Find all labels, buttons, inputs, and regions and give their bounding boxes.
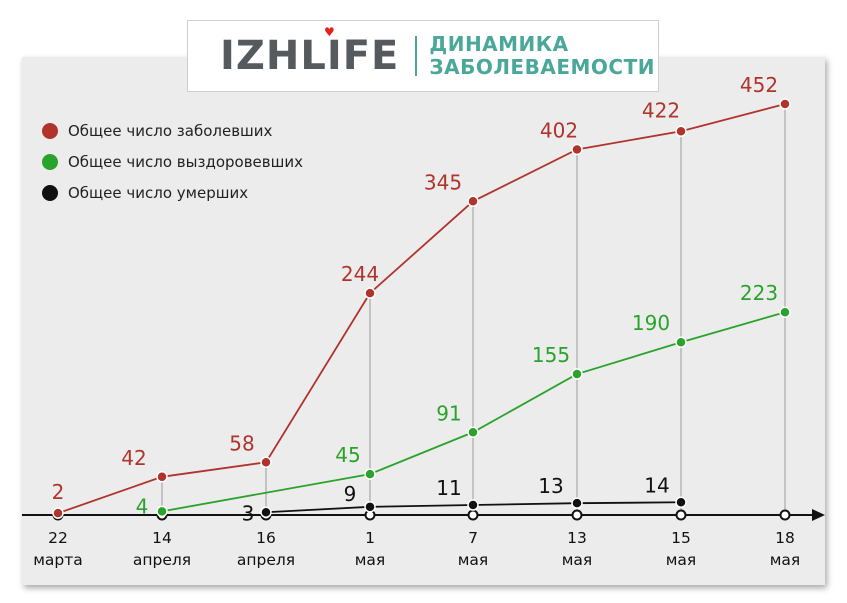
data-point <box>779 306 791 318</box>
data-point <box>364 287 376 299</box>
x-tick-label-day: 18 <box>775 529 795 547</box>
brand-logo: IZHLIFE ♥ <box>220 25 400 79</box>
legend-label: Общее число выздоровевших <box>68 153 303 171</box>
data-label: 2 <box>52 480 65 504</box>
chart-title: ДИНАМИКА ЗАБОЛЕВАЕМОСТИ <box>429 33 655 79</box>
data-label: 4 <box>136 494 149 518</box>
data-label: 422 <box>642 98 680 122</box>
x-tick-marker <box>779 509 791 521</box>
legend-marker <box>42 123 58 139</box>
data-label: 45 <box>335 443 360 467</box>
data-point <box>260 506 272 519</box>
data-point <box>675 496 687 509</box>
data-point <box>156 505 168 518</box>
data-point <box>260 456 272 469</box>
x-tick-label-day: 14 <box>152 529 172 547</box>
data-point <box>779 98 791 110</box>
x-tick-label-day: 15 <box>671 529 691 547</box>
chart-panel <box>22 57 825 585</box>
x-tick-label-month: апреля <box>237 551 295 569</box>
data-point <box>571 497 583 509</box>
data-label: 452 <box>740 73 778 97</box>
x-tick-marker <box>571 509 583 521</box>
x-tick-label-month: мая <box>458 551 489 569</box>
data-point <box>467 426 479 439</box>
x-tick-marker <box>675 509 687 521</box>
data-label: 11 <box>436 476 461 500</box>
header-divider <box>415 36 418 76</box>
data-label: 402 <box>540 118 578 142</box>
data-point <box>467 195 479 208</box>
data-point <box>467 499 479 511</box>
legend-marker <box>42 154 58 170</box>
header-banner: IZHLIFE ♥ ДИНАМИКА ЗАБОЛЕВАЕМОСТИ <box>187 20 659 92</box>
data-label: 155 <box>532 343 570 367</box>
data-point <box>571 368 583 380</box>
x-tick-label-day: 16 <box>256 529 276 547</box>
data-point <box>156 471 168 483</box>
data-point <box>675 125 687 138</box>
heart-icon: ♥ <box>324 25 336 39</box>
data-label: 3 <box>242 501 255 525</box>
data-point <box>571 143 583 156</box>
x-tick-label-month: мая <box>355 551 386 569</box>
data-point <box>52 507 64 519</box>
data-label: 223 <box>740 281 778 305</box>
data-label: 9 <box>344 482 357 506</box>
data-label: 190 <box>632 311 670 335</box>
title-line-1: ДИНАМИКА <box>429 32 569 56</box>
x-tick-label-month: марта <box>33 551 83 569</box>
x-axis-arrow <box>812 509 825 521</box>
x-tick-label-day: 22 <box>48 529 68 547</box>
legend-label: Общее число умерших <box>68 184 248 202</box>
data-label: 345 <box>424 170 462 194</box>
series-line <box>161 311 786 513</box>
data-label: 14 <box>644 473 669 497</box>
x-tick-label-day: 13 <box>567 529 587 547</box>
x-tick-label-day: 7 <box>468 529 478 547</box>
data-label: 58 <box>229 431 254 455</box>
data-point <box>364 501 376 513</box>
data-label: 42 <box>121 446 146 470</box>
title-line-2: ЗАБОЛЕВАЕМОСТИ <box>429 55 655 79</box>
data-point <box>364 468 376 480</box>
series-line <box>57 103 786 515</box>
x-tick-marker <box>467 509 479 521</box>
data-label: 244 <box>341 262 379 286</box>
x-tick-label-day: 1 <box>365 529 375 547</box>
legend-label: Общее число заболевших <box>68 122 273 140</box>
x-tick-label-month: апреля <box>133 551 191 569</box>
legend-marker <box>42 185 58 201</box>
x-tick-label-month: мая <box>562 551 593 569</box>
data-label: 91 <box>436 401 461 425</box>
data-point <box>675 336 687 348</box>
x-tick-label-month: мая <box>770 551 801 569</box>
data-label: 13 <box>538 474 563 498</box>
x-tick-label-month: мая <box>666 551 697 569</box>
